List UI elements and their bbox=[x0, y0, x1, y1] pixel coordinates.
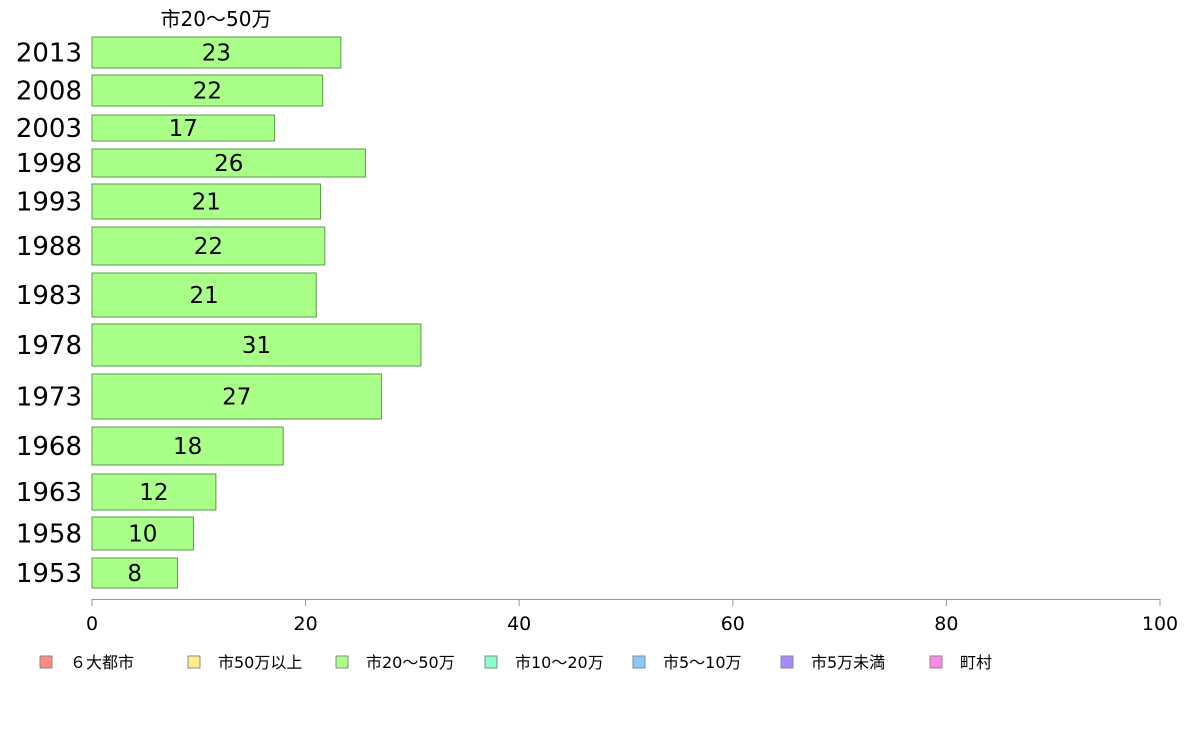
bar-value-label: 17 bbox=[169, 116, 198, 142]
bar-1963 bbox=[91, 473, 217, 511]
y-tick-label: 1988 bbox=[16, 232, 82, 262]
bar-1993 bbox=[91, 183, 322, 220]
legend-swatch bbox=[484, 655, 498, 669]
bar-1968 bbox=[91, 426, 284, 466]
bar-value-label: 8 bbox=[127, 561, 142, 587]
y-tick-label: 1968 bbox=[16, 432, 82, 462]
bar-value-label: 18 bbox=[173, 434, 202, 460]
y-tick-label: 1978 bbox=[16, 331, 82, 361]
legend-swatch bbox=[187, 655, 201, 669]
legend-swatch bbox=[780, 655, 794, 669]
x-tick-label: 40 bbox=[507, 613, 531, 635]
bar-1958 bbox=[91, 516, 194, 551]
legend-swatch bbox=[929, 655, 943, 669]
bar-2003 bbox=[91, 114, 276, 142]
y-tick-label: 1963 bbox=[16, 478, 82, 508]
x-tick-label: 60 bbox=[721, 613, 745, 635]
y-tick-label: 1983 bbox=[16, 281, 82, 311]
y-tick-label: 2003 bbox=[16, 114, 82, 144]
y-tick-label: 1998 bbox=[16, 149, 82, 179]
bar-value-label: 21 bbox=[192, 190, 221, 216]
x-tick-label: 100 bbox=[1142, 613, 1178, 635]
bar-value-label: 12 bbox=[139, 480, 168, 506]
bar-2008 bbox=[91, 74, 324, 107]
x-axis: 0 20 40 60 80 100 bbox=[86, 599, 1178, 635]
bar-value-label: 27 bbox=[222, 385, 251, 411]
bar-2013 bbox=[91, 36, 342, 69]
legend-swatch bbox=[39, 655, 53, 669]
y-tick-label: 2008 bbox=[16, 77, 82, 107]
bar-value-label: 23 bbox=[202, 41, 231, 67]
bar-1978 bbox=[91, 323, 422, 367]
legend-label: 市5～10万 bbox=[663, 653, 742, 672]
bars-group: 2013 23 2008 22 2003 17 1998 26 1993 21 1988 22 1983… bbox=[16, 36, 422, 589]
bar-value-label: 22 bbox=[193, 79, 222, 105]
y-tick-label: 1953 bbox=[16, 559, 82, 589]
bar-1953 bbox=[91, 557, 178, 589]
bar-1983 bbox=[91, 272, 317, 318]
x-tick-label: 20 bbox=[294, 613, 318, 635]
bar-1988 bbox=[91, 226, 326, 266]
legend-label: 市20～50万 bbox=[366, 653, 455, 672]
y-tick-label: 1973 bbox=[16, 383, 82, 413]
bar-value-label: 21 bbox=[189, 283, 218, 309]
legend: ６大都市 市50万以上 市20～50万 市10～20万 市5～10万 市5万未満 町村 bbox=[39, 653, 992, 672]
bar-1998 bbox=[91, 148, 366, 178]
legend-swatch bbox=[632, 655, 646, 669]
bar-value-label: 22 bbox=[194, 234, 223, 260]
legend-label: 市50万以上 bbox=[218, 653, 302, 672]
x-tick-label: 80 bbox=[934, 613, 958, 635]
y-tick-label: 1993 bbox=[16, 188, 82, 218]
bar-value-label: 10 bbox=[128, 522, 157, 548]
y-tick-label: 1958 bbox=[16, 520, 82, 550]
bar-1973 bbox=[91, 373, 382, 420]
legend-label: ６大都市 bbox=[70, 653, 134, 672]
legend-label: 市10～20万 bbox=[515, 653, 604, 672]
x-tick-label: 0 bbox=[86, 613, 98, 635]
y-tick-label: 2013 bbox=[16, 39, 82, 69]
bar-value-label: 31 bbox=[242, 333, 271, 359]
bar-value-label: 26 bbox=[214, 151, 243, 177]
legend-label: 町村 bbox=[960, 653, 992, 672]
legend-swatch bbox=[335, 655, 349, 669]
legend-label: 市5万未満 bbox=[811, 653, 885, 672]
series-title: 市20～50万 bbox=[161, 7, 272, 31]
